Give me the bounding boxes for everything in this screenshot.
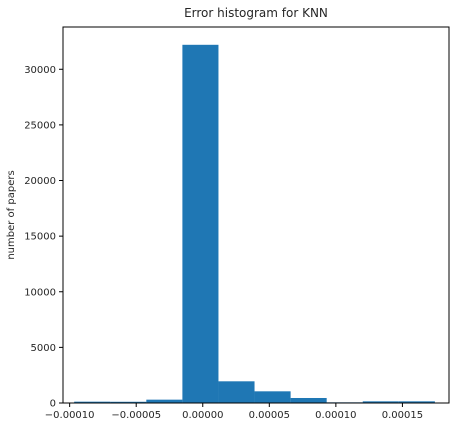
histogram-bar-6 bbox=[254, 391, 291, 403]
histogram-bar-2 bbox=[110, 401, 147, 403]
y-tick-label-7: 30000 bbox=[24, 65, 56, 76]
histogram-bar-3 bbox=[146, 399, 183, 403]
ticks-layer: −0.00010 −0.00005 0.00000 0.00005 0.00010 0.0… bbox=[24, 65, 423, 421]
histogram-bar-9 bbox=[362, 401, 399, 403]
chart-title: Error histogram for KNN bbox=[184, 6, 328, 20]
x-tick-label-5: 0.00010 bbox=[315, 410, 356, 421]
y-tick-label-4: 15000 bbox=[24, 232, 56, 243]
x-tick-label-2: −0.00005 bbox=[111, 410, 161, 421]
y-tick-label-3: 10000 bbox=[24, 287, 56, 298]
histogram-bar-4 bbox=[182, 44, 219, 403]
x-tick-label-3: 0.00000 bbox=[182, 410, 223, 421]
x-tick-label-4: 0.00005 bbox=[249, 410, 290, 421]
y-tick-label-1: 0 bbox=[50, 399, 56, 410]
histogram-bar-5 bbox=[218, 381, 255, 403]
x-tick-label-1: −0.00010 bbox=[45, 410, 95, 421]
plot-frame bbox=[62, 26, 450, 404]
y-tick-label-5: 20000 bbox=[24, 176, 56, 187]
x-tick-label-6: 0.00015 bbox=[382, 410, 423, 421]
y-tick-label-6: 25000 bbox=[24, 120, 56, 131]
histogram-bar-10 bbox=[398, 401, 435, 403]
histogram-bar-7 bbox=[290, 397, 327, 403]
y-tick-label-2: 5000 bbox=[31, 343, 56, 354]
histogram-bar-1 bbox=[74, 401, 111, 403]
y-axis-title: number of papers bbox=[6, 170, 17, 259]
bars-layer bbox=[74, 44, 435, 403]
